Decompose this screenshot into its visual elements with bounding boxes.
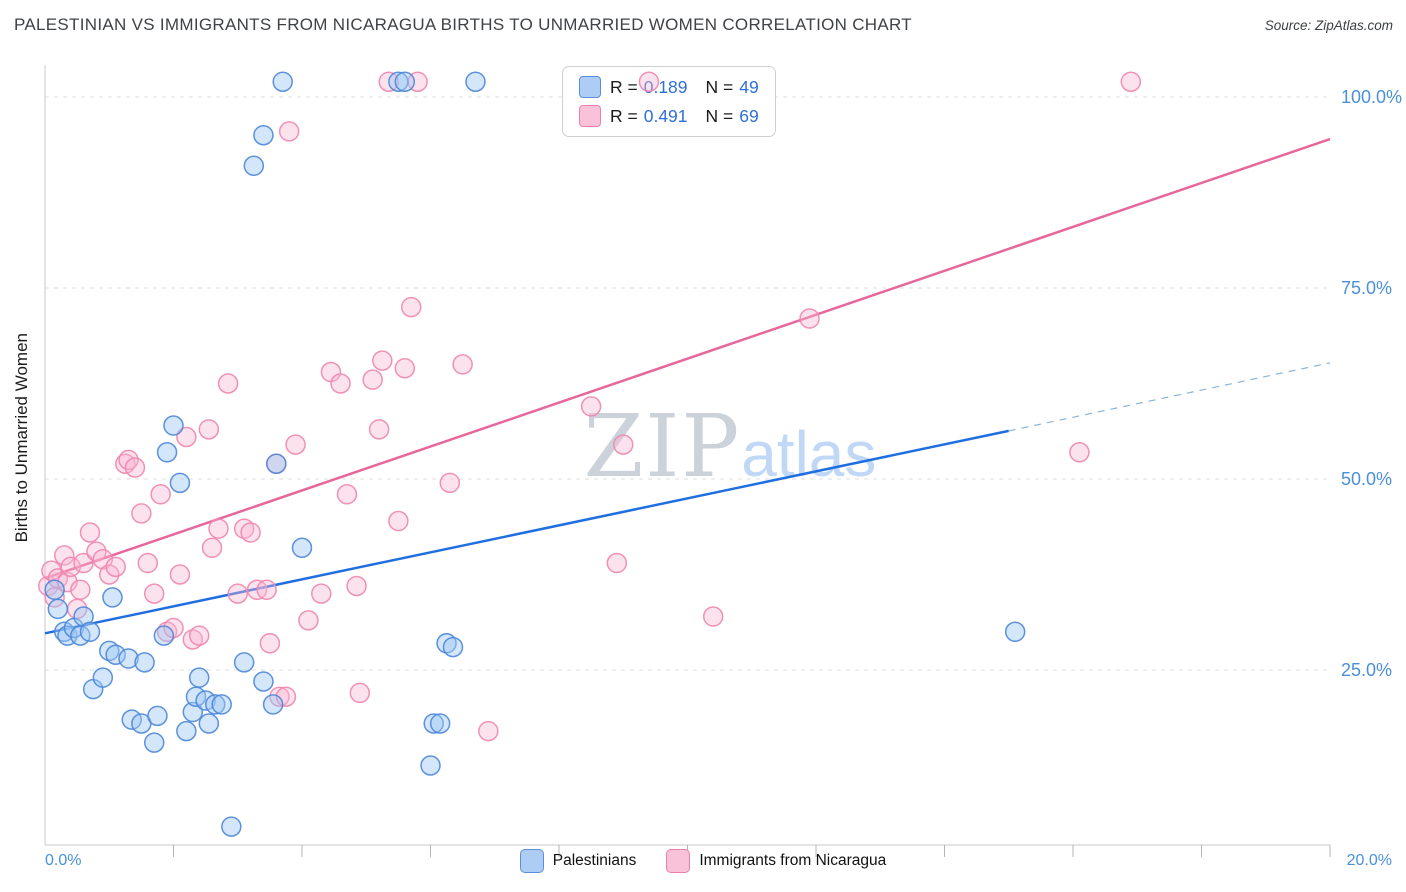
n-label-nicaragua: N = bbox=[705, 105, 734, 126]
r-label-palestinians: R = bbox=[610, 76, 638, 97]
y-tick-label: 100.0% bbox=[1341, 87, 1402, 107]
r-label-nicaragua: R = bbox=[610, 105, 638, 126]
nicaragua-swatch bbox=[666, 849, 691, 873]
series-legend: Palestinians Immigrants from Nicaragua bbox=[0, 849, 1406, 873]
watermark: ZIPatlas bbox=[480, 404, 980, 490]
legend-row-nicaragua: R = 0.491 N = 69 bbox=[579, 105, 759, 127]
x-axis-max-label: 20.0% bbox=[1346, 852, 1392, 869]
palestinians-label: Palestinians bbox=[552, 852, 637, 869]
palestinians-trend-dashed-extension bbox=[1008, 362, 1331, 432]
nicaragua-label: Immigrants from Nicaragua bbox=[699, 852, 887, 869]
y-tick-label: 75.0% bbox=[1341, 278, 1392, 298]
y-axis-title: Births to Unmarried Women bbox=[12, 333, 31, 543]
n-value-nicaragua: 69 bbox=[739, 105, 759, 126]
palestinians-swatch bbox=[519, 849, 544, 873]
legend-item-palestinians: Palestinians bbox=[519, 849, 637, 873]
source-credit: Source: ZipAtlas.com bbox=[1264, 18, 1393, 33]
chart-title: PALESTINIAN VS IMMIGRANTS FROM NICARAGUA… bbox=[14, 15, 912, 34]
palestinians-trend-line bbox=[44, 429, 1010, 635]
r-value-nicaragua: 0.491 bbox=[643, 105, 688, 126]
legend-item-nicaragua: Immigrants from Nicaragua bbox=[666, 849, 886, 873]
x-axis-min-label: 0.0% bbox=[45, 852, 82, 869]
y-tick-label: 50.0% bbox=[1341, 469, 1392, 489]
n-label-palestinians: N = bbox=[705, 76, 734, 97]
palestinians-legend-swatch bbox=[579, 76, 601, 98]
legend-row-palestinians: R = 0.189 N = 49 bbox=[579, 76, 759, 98]
correlation-legend: R = 0.189 N = 49 R = 0.491 N = 69 bbox=[562, 66, 776, 137]
watermark-atlas-text: atlas bbox=[741, 418, 877, 490]
r-value-palestinians: 0.189 bbox=[643, 76, 688, 97]
y-tick-label: 25.0% bbox=[1341, 660, 1392, 680]
n-value-palestinians: 49 bbox=[739, 76, 759, 97]
nicaragua-legend-swatch bbox=[579, 105, 601, 127]
watermark-zip-text: ZIP bbox=[583, 397, 742, 497]
nicaragua-trend-line bbox=[44, 137, 1331, 580]
